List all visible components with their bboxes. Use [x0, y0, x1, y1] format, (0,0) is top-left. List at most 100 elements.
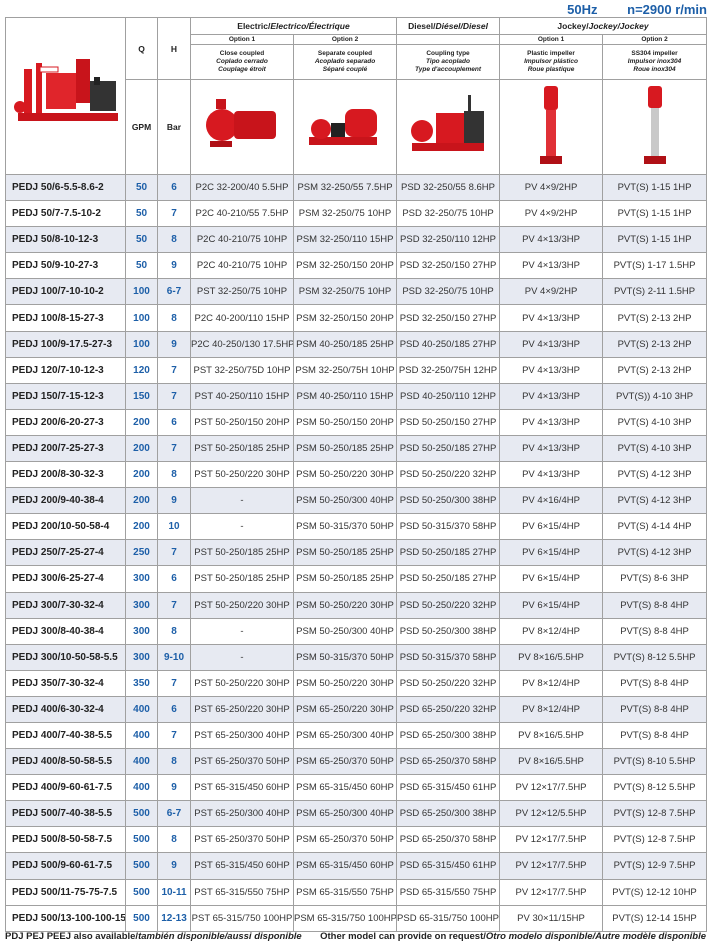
electric-option2-cell: PSM 32-250/150 20HP — [292, 252, 398, 280]
jockey-option1-cell: PV 4×16/4HP — [499, 487, 604, 515]
jockey-option2-cell: PVT(S) 8-8 4HP — [602, 669, 708, 697]
model-cell: PEDJ 250/7-25-27-4 — [5, 539, 126, 567]
diesel-cell: PSD 65-315/450 61HP — [396, 774, 501, 802]
jockey-option1-cell: PV 4×13/3HP — [499, 330, 604, 358]
electric-option2-cell: PSM 50-315/370 50HP — [292, 643, 398, 671]
electric-option1-cell: PST 65-315/550 75HP — [190, 878, 294, 906]
jockey-option2-cell: PVT(S) 2-13 2HP — [602, 356, 708, 384]
q-cell: 50 — [125, 200, 158, 228]
h-cell: 9 — [157, 487, 191, 515]
separate-coupled-image-cell — [292, 79, 398, 175]
q-cell: 50 — [125, 252, 158, 280]
table-row: PEDJ 300/8-40-38-4 300 8- PSM 50-250/300 40… — [5, 617, 708, 645]
h-cell: 6 — [157, 565, 191, 593]
jockey-option1-cell: PV 6×15/4HP — [499, 539, 604, 567]
diesel-cell: PSD 65-250/370 58HP — [396, 748, 501, 776]
h-cell: 7 — [157, 591, 191, 619]
jockey-header: Jockey/Jockey/Jockey — [499, 17, 708, 35]
electric-option2-cell: PSM 32-250/110 15HP — [292, 226, 398, 254]
jockey-option2-cell: PVT(S) 4-14 4HP — [602, 513, 708, 541]
model-cell: PEDJ 120/7-10-12-3 — [5, 356, 126, 384]
electric-option2-cell: PSM 50-250/220 30HP — [292, 591, 398, 619]
table-row: PEDJ 500/9-60-61-7.5 500 9 PST 65-315/450 6… — [5, 852, 708, 880]
electric-option2-cell: PSM 50-250/150 20HP — [292, 408, 398, 436]
model-cell: PEDJ 200/7-25-27-3 — [5, 434, 126, 463]
electric-option2-cell: PSM 32-250/75 10HP — [292, 200, 398, 228]
jockey-option2-cell: PVT(S) 8-6 3HP — [602, 565, 708, 593]
q-cell: 300 — [125, 617, 158, 645]
table-row: PEDJ 200/8-30-32-3 200 8 PST 50-250/220 30H… — [5, 461, 708, 489]
diesel-cell: PSD 65-315/550 75HP — [396, 878, 501, 906]
table-row: PEDJ 400/8-50-58-5.5 400 8 PST 65-250/370 5… — [5, 748, 708, 776]
table-row: PEDJ 200/10-50-58-4 200 10- PSM 50-315/370 … — [5, 513, 708, 541]
jockey-option1-cell: PV 4×9/2HP — [499, 278, 604, 306]
h-cell: 10 — [157, 513, 191, 541]
electric-option1-cell: P2C 40-200/110 15HP — [190, 304, 294, 332]
jockey-option2-cell: PVT(S)) 4-10 3HP — [602, 382, 708, 410]
h-cell: 8 — [157, 226, 191, 254]
ss304-jockey-pump-photo — [643, 85, 666, 164]
electric-option2-cell: PSM 65-315/450 60HP — [292, 852, 398, 880]
jockey-option1-cell: PV 8×16/5.5HP — [499, 721, 604, 750]
footer-note-right: Other model can provide on request/Otro … — [320, 931, 706, 942]
electric-option2-cell: PSM 32-250/75 10HP — [292, 278, 398, 306]
diesel-image-cell — [396, 79, 501, 175]
table-row: PEDJ 300/10-50-58-5.5 300 9-10- PSM 50-315/… — [5, 643, 708, 671]
electric-option2-cell: PSM 40-250/185 25HP — [292, 330, 398, 358]
q-cell: 350 — [125, 669, 158, 697]
jockey-ss304-image-cell — [602, 79, 708, 175]
diesel-option-blank — [396, 34, 501, 45]
electric-option1-cell: P2C 40-210/55 7.5HP — [190, 200, 294, 228]
diesel-pump-photo — [411, 94, 485, 151]
electric-option1-cell: - — [190, 513, 294, 541]
table-row: PEDJ 50/8-10-12-3 50 8 P2C 40-210/75 10HP PS… — [5, 226, 708, 254]
jockey-option2-cell: PVT(S) 12-8 7.5HP — [602, 800, 708, 828]
jockey-option1-cell: PV 8×16/5.5HP — [499, 748, 604, 776]
h-cell: 9 — [157, 852, 191, 880]
jockey-option1-cell: PV 12×12/5.5HP — [499, 800, 604, 828]
diesel-cell: PSD 32-250/75 10HP — [396, 278, 501, 306]
jockey-option2: Option 2 — [602, 34, 708, 45]
jockey-option1-cell: PV 12×17/7.5HP — [499, 774, 604, 802]
electric-option1-cell: PST 32-250/75D 10HP — [190, 356, 294, 384]
model-cell: PEDJ 350/7-30-32-4 — [5, 669, 126, 697]
electric-option2-cell: PSM 50-250/185 25HP — [292, 539, 398, 567]
pump-selection-table: Q H Electric/Electrico/Électrique Diesel… — [5, 17, 708, 932]
model-cell: PEDJ 100/7-10-10-2 — [5, 278, 126, 306]
q-cell: 50 — [125, 173, 158, 202]
electric-option1-cell: PST 40-250/110 15HP — [190, 382, 294, 410]
model-cell: PEDJ 300/6-25-27-4 — [5, 565, 126, 593]
h-cell: 7 — [157, 721, 191, 750]
diesel-cell: PSD 65-250/300 38HP — [396, 800, 501, 828]
model-cell: PEDJ 100/9-17.5-27-3 — [5, 330, 126, 358]
jockey-option1-cell: PV 4×13/3HP — [499, 226, 604, 254]
model-cell: PEDJ 500/9-60-61-7.5 — [5, 852, 126, 880]
electric-option1-cell: PST 65-315/450 60HP — [190, 852, 294, 880]
table-row: PEDJ 120/7-10-12-3 120 7 PST 32-250/75D 10H… — [5, 356, 708, 384]
plastic-jockey-pump-photo — [540, 85, 563, 164]
q-cell: 50 — [125, 226, 158, 254]
electric-option1-cell: P2C 40-210/75 10HP — [190, 226, 294, 254]
q-cell: 500 — [125, 904, 158, 932]
jockey-option1-cell: PV 4×9/2HP — [499, 173, 604, 202]
jockey-option2-cell: PVT(S) 4-10 3HP — [602, 434, 708, 463]
jockey-option2-cell: PVT(S) 2-13 2HP — [602, 304, 708, 332]
model-cell: PEDJ 50/6-5.5-8.6-2 — [5, 173, 126, 202]
frequency-label: 50Hz — [567, 2, 598, 17]
electric-option2-cell: PSM 50-250/185 25HP — [292, 565, 398, 593]
model-cell: PEDJ 200/10-50-58-4 — [5, 513, 126, 541]
q-cell: 100 — [125, 330, 158, 358]
diesel-cell: PSD 50-250/220 32HP — [396, 669, 501, 697]
electric-option1-cell: P2C 32-200/40 5.5HP — [190, 173, 294, 202]
electric-option1-cell: PST 65-250/300 40HP — [190, 800, 294, 828]
table-row: PEDJ 150/7-15-12-3 150 7 PST 40-250/110 15H… — [5, 382, 708, 410]
jockey-option2-cell: PVT(S) 2-11 1.5HP — [602, 278, 708, 306]
jockey-option2-cell: PVT(S) 1-15 1HP — [602, 200, 708, 228]
q-cell: 200 — [125, 487, 158, 515]
electric-option1-cell: PST 32-250/75 10HP — [190, 278, 294, 306]
electric-header: Electric/Electrico/Électrique — [189, 17, 398, 35]
h-cell: 7 — [157, 200, 191, 228]
model-cell: PEDJ 400/7-40-38-5.5 — [5, 721, 126, 750]
h-cell: 6-7 — [157, 278, 191, 306]
jockey-option1-cell: PV 4×9/2HP — [499, 200, 604, 228]
